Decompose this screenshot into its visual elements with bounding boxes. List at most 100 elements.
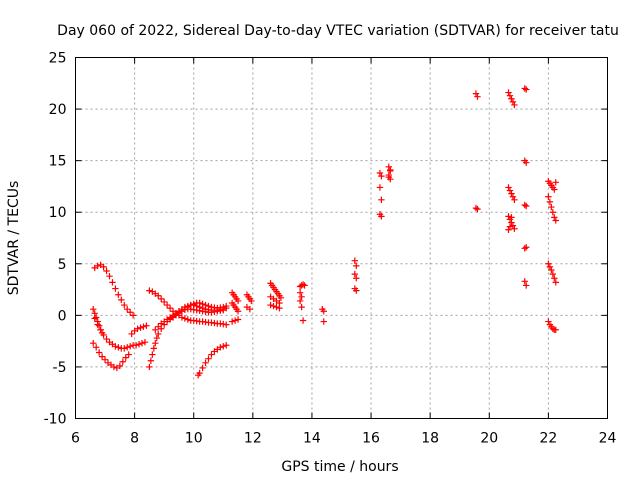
data-point	[126, 309, 134, 316]
series-arc-r	[472, 90, 481, 213]
data-point	[474, 93, 481, 100]
y-axis-label: SDTVAR / TECUs	[6, 181, 22, 296]
data-point	[277, 294, 285, 302]
data-point	[509, 98, 517, 106]
data-point	[523, 202, 530, 210]
data-point	[95, 322, 103, 329]
data-point	[150, 345, 158, 352]
data-point	[505, 226, 512, 233]
data-point	[138, 340, 146, 347]
x-tick-label: 8	[130, 431, 139, 447]
data-point	[153, 334, 160, 342]
data-point	[116, 362, 124, 370]
plot-frame	[75, 57, 608, 419]
data-point	[320, 318, 327, 325]
data-point	[552, 217, 559, 224]
data-point	[109, 279, 116, 286]
series-arc-j	[194, 342, 230, 379]
data-point	[132, 342, 140, 349]
data-point	[511, 101, 518, 109]
data-point	[147, 357, 155, 364]
data-point	[508, 190, 515, 197]
series-arc-t	[521, 85, 530, 289]
data-point	[202, 301, 209, 309]
data-point	[128, 330, 135, 338]
data-point	[353, 262, 360, 270]
x-tick-label: 16	[362, 431, 380, 447]
data-point	[246, 305, 254, 313]
x-tick-label: 6	[71, 431, 80, 447]
data-point	[181, 315, 189, 322]
data-point	[523, 244, 530, 251]
data-point	[152, 340, 159, 347]
series-arc-u	[545, 178, 559, 333]
data-point	[140, 323, 147, 330]
y-tick-label: 5	[58, 257, 67, 273]
data-point	[94, 262, 101, 270]
data-point	[95, 349, 103, 356]
data-point	[548, 203, 555, 211]
series-arc-n	[296, 281, 308, 324]
data-point	[112, 343, 119, 350]
data-point	[353, 287, 360, 294]
data-point	[385, 173, 392, 181]
data-point	[205, 302, 212, 310]
data-point	[205, 355, 212, 362]
x-tick-label: 12	[244, 431, 262, 447]
data-point	[118, 296, 125, 304]
data-point	[552, 326, 559, 333]
data-point	[196, 369, 203, 377]
data-point	[196, 299, 203, 307]
data-point	[141, 338, 149, 346]
data-point	[101, 356, 109, 363]
data-point	[121, 301, 128, 309]
data-point	[474, 205, 481, 213]
data-point	[546, 198, 554, 206]
data-point	[137, 324, 144, 331]
data-point	[551, 275, 558, 282]
data-point	[100, 263, 107, 271]
data-point	[98, 353, 106, 360]
data-point	[92, 314, 100, 321]
series-arc-q	[376, 163, 394, 220]
data-point	[521, 245, 528, 252]
series-arc-p	[351, 257, 360, 294]
data-point	[217, 344, 224, 351]
data-point	[267, 301, 274, 309]
data-point	[351, 270, 358, 278]
data-point	[110, 363, 118, 371]
y-tick-label: 15	[49, 154, 67, 170]
data-point	[135, 341, 143, 348]
data-point	[184, 316, 192, 323]
x-tick-label: 22	[539, 431, 557, 447]
series-arc-i	[166, 299, 230, 323]
x-tick-label: 10	[185, 431, 203, 447]
data-point	[234, 308, 242, 315]
data-point	[103, 335, 110, 343]
data-point	[508, 214, 515, 221]
data-point	[378, 196, 385, 204]
data-point	[231, 317, 239, 324]
data-point	[158, 295, 165, 303]
x-tick-label: 20	[480, 431, 498, 447]
series-arc-k	[228, 289, 242, 325]
data-point	[160, 298, 168, 306]
data-point	[208, 351, 215, 358]
data-point	[125, 351, 132, 358]
grid-lines	[75, 57, 608, 419]
data-point	[220, 303, 227, 311]
data-point	[122, 354, 129, 361]
series-arc-s	[505, 89, 518, 233]
data-point	[511, 225, 518, 232]
data-point	[387, 166, 394, 174]
data-point	[545, 260, 552, 267]
data-point	[129, 312, 137, 319]
data-point	[511, 196, 518, 204]
data-point	[134, 325, 141, 332]
data-point	[149, 351, 156, 358]
data-point	[223, 342, 230, 349]
data-point	[385, 163, 392, 171]
data-point	[90, 305, 97, 313]
series-arc-d	[90, 305, 106, 337]
